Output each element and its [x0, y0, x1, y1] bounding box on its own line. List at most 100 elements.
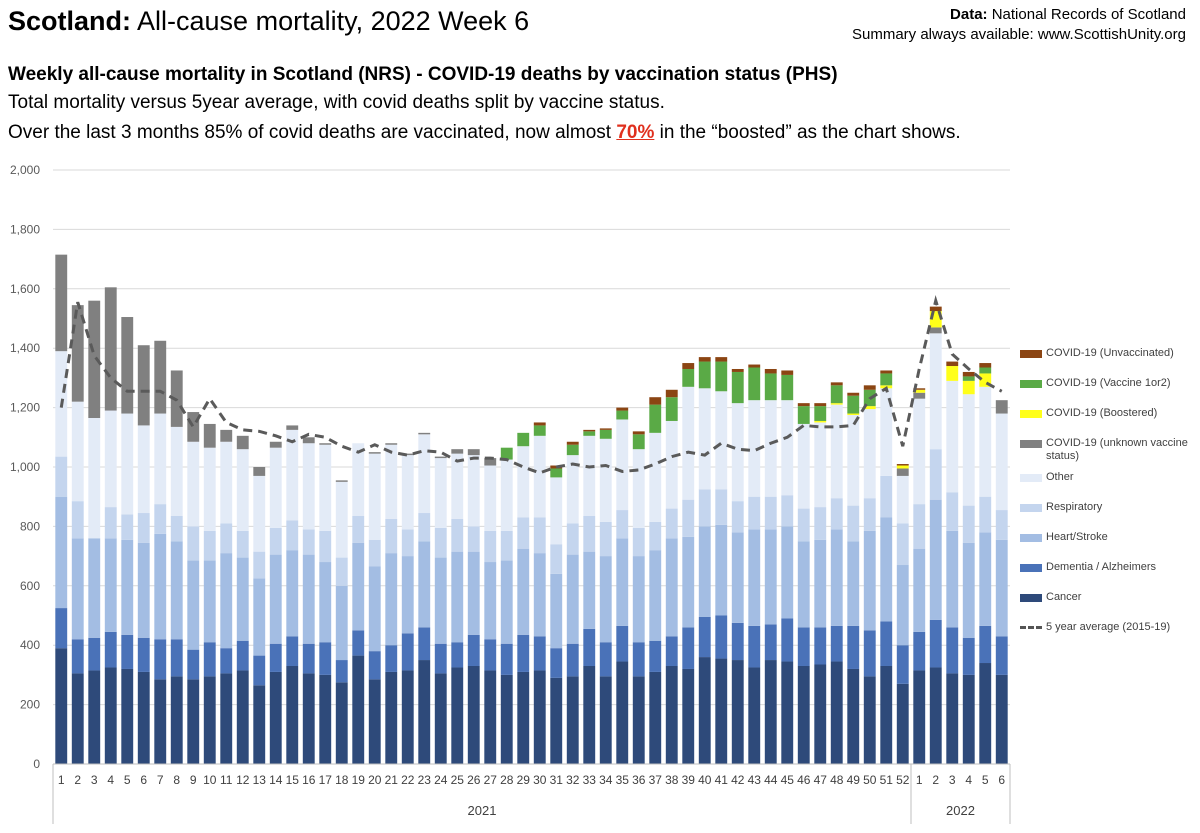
bar-segment — [566, 444, 579, 456]
bar-segment — [319, 530, 332, 563]
bar-segment — [946, 380, 959, 493]
bar-segment — [616, 407, 629, 411]
bar-segment — [913, 398, 926, 505]
bar-segment — [137, 637, 150, 672]
bar-segment — [781, 374, 794, 401]
legend-swatch — [1020, 380, 1042, 388]
bar-segment — [401, 455, 414, 530]
bar-segment — [154, 340, 167, 414]
x-tick-label: 18 — [335, 773, 349, 787]
bar-segment — [154, 679, 167, 764]
bar-segment — [533, 670, 546, 764]
bar-segment — [583, 429, 596, 432]
bar-segment — [236, 670, 249, 764]
bar-segment — [187, 441, 200, 527]
bar-segment — [566, 554, 579, 644]
bar-segment — [269, 527, 282, 555]
chart-title: Scotland: All-cause mortality, 2022 Week… — [8, 6, 529, 37]
x-tick-label: 51 — [880, 773, 894, 787]
bar-segment — [302, 554, 315, 644]
x-tick-label: 38 — [665, 773, 679, 787]
bar-segment — [583, 431, 596, 436]
x-tick-label: 22 — [401, 773, 415, 787]
bar-segment — [319, 443, 332, 445]
bar-segment — [550, 544, 563, 574]
bar-segment — [814, 664, 827, 764]
bar-segment — [698, 388, 711, 490]
bar-segment — [352, 630, 365, 656]
bar-segment — [187, 526, 200, 561]
bar-segment — [368, 679, 381, 764]
bar-segment — [434, 456, 447, 459]
bar-segment — [550, 648, 563, 678]
bar-segment — [121, 539, 134, 635]
x-tick-label: 49 — [847, 773, 861, 787]
bar-segment — [979, 363, 992, 368]
bar-segment — [269, 441, 282, 448]
bar-segment — [286, 550, 299, 637]
bar-segment — [533, 517, 546, 554]
bar-segment — [764, 496, 777, 530]
bar-segment — [896, 475, 909, 524]
bar-segment — [814, 406, 827, 421]
bar-segment — [929, 449, 942, 500]
x-tick-label: 7 — [157, 773, 164, 787]
legend-swatch — [1020, 440, 1042, 448]
bar-segment — [236, 435, 249, 450]
bar-segment — [880, 665, 893, 764]
bar-segment — [632, 676, 645, 764]
x-tick-label: 36 — [632, 773, 646, 787]
bar-segment — [286, 665, 299, 764]
x-tick-label: 43 — [748, 773, 762, 787]
x-tick-label: 40 — [698, 773, 712, 787]
bar-segment — [814, 403, 827, 407]
x-tick-label: 31 — [550, 773, 564, 787]
legend-label: Heart/Stroke — [1046, 531, 1108, 543]
legend-swatch — [1020, 474, 1042, 482]
bar-segment — [368, 453, 381, 540]
x-tick-label: 29 — [517, 773, 531, 787]
bar-segment — [665, 420, 678, 509]
bar-segment — [830, 661, 843, 764]
bar-segment — [979, 496, 992, 533]
bar-segment — [913, 548, 926, 632]
bar-segment — [896, 683, 909, 764]
x-tick-label: 28 — [500, 773, 514, 787]
y-tick-label: 800 — [20, 519, 40, 533]
bar-segment — [814, 627, 827, 665]
bar-segment — [368, 452, 381, 454]
bar-segment — [220, 429, 233, 442]
bar-segment — [418, 660, 431, 764]
bar-segment — [995, 674, 1008, 764]
bar-segment — [781, 400, 794, 496]
bar-segment — [533, 422, 546, 426]
bar-segment — [764, 400, 777, 497]
x-tick-label: 48 — [830, 773, 844, 787]
bar-segment — [517, 446, 530, 518]
x-tick-label: 26 — [467, 773, 481, 787]
x-tick-label: 1 — [58, 773, 65, 787]
bar-segment — [880, 370, 893, 374]
x-tick-label: 32 — [566, 773, 580, 787]
bar-segment — [170, 426, 183, 517]
bar-segment — [302, 437, 315, 444]
source-label: Data: — [950, 6, 988, 23]
bar-segment — [764, 660, 777, 764]
bar-segment — [434, 557, 447, 644]
mortality-chart: 0 200 400 600 800 1,000 1,200 1,400 1,600 1,800 2,… — [10, 163, 1011, 824]
bar-segment — [946, 673, 959, 764]
bar-segment — [269, 643, 282, 672]
bar-segment — [418, 434, 431, 514]
bar-segment — [269, 447, 282, 528]
bar-segment — [302, 643, 315, 674]
bar-segment — [467, 634, 480, 666]
bar-segment — [401, 633, 414, 671]
bar-segment — [847, 505, 860, 542]
bar-segment — [352, 542, 365, 631]
legend-label: Respiratory — [1046, 501, 1103, 513]
bar-segment — [616, 538, 629, 626]
bar-segment — [121, 413, 134, 515]
bar-segment — [616, 510, 629, 539]
x-tick-label: 34 — [599, 773, 613, 787]
bar-segment — [698, 616, 711, 658]
